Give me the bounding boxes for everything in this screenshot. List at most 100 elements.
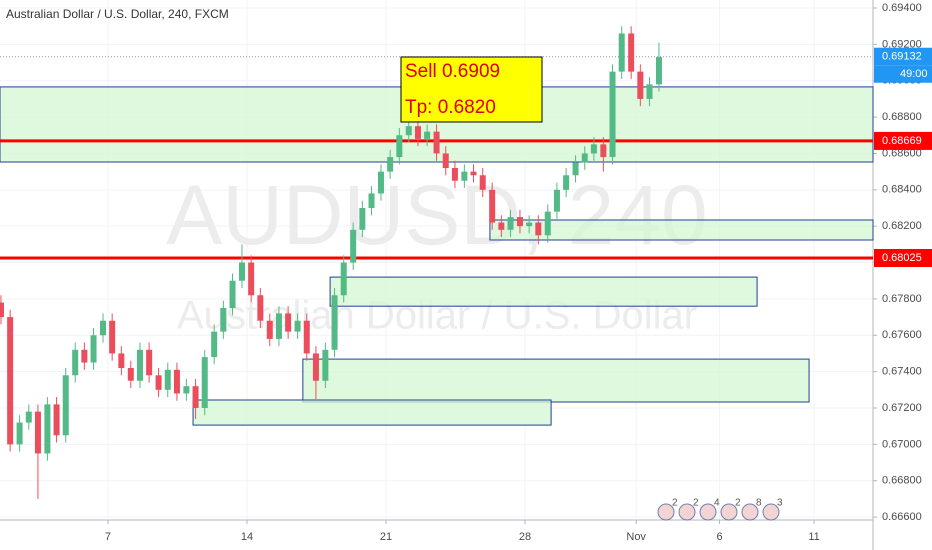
zone: [302, 358, 810, 403]
candle-body: [655, 57, 662, 85]
candle-body: [331, 295, 338, 350]
level-label-box: [874, 249, 932, 267]
candle-body: [16, 422, 23, 445]
candle-body: [340, 262, 347, 296]
candle-body: [461, 171, 468, 181]
candle-body: [201, 357, 208, 408]
event-count: 8: [756, 498, 762, 509]
last-price-box: [874, 47, 932, 66]
candle-body: [275, 313, 282, 339]
y-tick-label: 0.67800: [882, 293, 922, 305]
candle-body: [433, 131, 440, 154]
level-label: 0.68669: [882, 135, 922, 147]
candle-body: [600, 144, 607, 158]
chart-title: Australian Dollar / U.S. Dollar, 240, FX…: [6, 7, 229, 21]
event-count: 2: [693, 498, 699, 509]
y-tick-label: 0.67400: [882, 366, 922, 378]
candle-body: [637, 71, 644, 99]
countdown-label: 49:00: [900, 68, 928, 80]
candle-body: [109, 320, 116, 354]
event-icon: [720, 503, 738, 521]
candle-body: [192, 386, 199, 408]
last-price-label: 0.69132: [882, 51, 922, 63]
candle-body: [173, 369, 180, 394]
x-tick-label: 14: [241, 531, 253, 543]
y-tick-label: 0.66800: [882, 475, 922, 487]
candle-body: [396, 135, 403, 158]
candle-body: [127, 368, 134, 381]
candle-body: [118, 353, 125, 368]
candle-body: [62, 375, 69, 436]
candle-body: [507, 217, 514, 230]
level-label-box: [874, 131, 932, 150]
countdown-box: [874, 65, 932, 83]
candle-body: [442, 153, 449, 168]
candle-body: [609, 71, 616, 158]
y-tick-label: 0.67600: [882, 329, 922, 341]
candle-body: [220, 308, 227, 332]
candle-body: [359, 208, 366, 230]
candle-body: [526, 222, 533, 227]
x-tick-label: 6: [716, 531, 722, 543]
watermark: AUDUSD, 240: [166, 168, 708, 262]
candle-body: [516, 217, 523, 227]
candle-body: [155, 375, 162, 390]
candle-body: [405, 126, 412, 136]
candle-body: [7, 317, 14, 445]
y-tick-label: 0.68200: [882, 220, 922, 232]
x-tick-label: 11: [808, 531, 819, 543]
x-tick-label: Nov: [626, 531, 646, 543]
y-tick-label: 0.69200: [882, 38, 922, 50]
event-icon: [762, 503, 780, 521]
candle-body: [312, 353, 319, 381]
candle-body: [414, 126, 421, 139]
y-tick-label: 0.68600: [882, 147, 922, 159]
level-label: 0.68025: [882, 252, 922, 264]
candle-body: [238, 262, 245, 281]
event-icon: [678, 503, 696, 521]
candle-body: [322, 349, 329, 381]
candle-body: [424, 131, 431, 139]
candle-body: [368, 193, 375, 208]
candle-body: [0, 302, 4, 318]
y-tick-label: 0.66600: [882, 511, 922, 523]
candle-body: [553, 189, 560, 212]
candle-body: [266, 320, 273, 339]
candle-body: [572, 162, 579, 176]
candle-body: [183, 386, 190, 394]
watermark-group: AUDUSD, 240 Australian Dollar / U.S. Dol…: [166, 168, 708, 337]
x-tick-label: 7: [105, 531, 111, 543]
candle-body: [470, 171, 477, 176]
zone: [192, 399, 552, 426]
annotation-box: [400, 56, 543, 123]
candle-body: [646, 84, 653, 99]
event-count: 4: [714, 498, 720, 509]
candle-body: [34, 411, 41, 454]
y-tick-label: 0.67000: [882, 438, 922, 450]
event-count: 2: [672, 498, 678, 509]
candle-body: [90, 335, 97, 363]
candle-body: [489, 189, 496, 223]
candle-body: [257, 295, 264, 321]
event-count: 2: [735, 498, 741, 509]
candle-body: [377, 171, 384, 194]
candle-body: [211, 331, 218, 358]
candle-body: [563, 175, 570, 190]
candle-body: [544, 211, 551, 236]
candle-body: [294, 320, 301, 332]
candle-body: [81, 349, 88, 363]
zone: [489, 219, 874, 241]
candle-body: [285, 313, 292, 332]
candle-body: [618, 33, 625, 72]
candle-body: [25, 411, 32, 423]
candle-body: [350, 229, 357, 263]
candle-body: [146, 349, 153, 376]
candle-body: [53, 404, 60, 436]
candle-body: [451, 168, 458, 181]
event-count: 3: [777, 498, 783, 509]
event-icon: [657, 503, 675, 521]
candle-body: [387, 157, 394, 172]
event-icon: [699, 503, 717, 521]
candle-body: [72, 349, 79, 376]
